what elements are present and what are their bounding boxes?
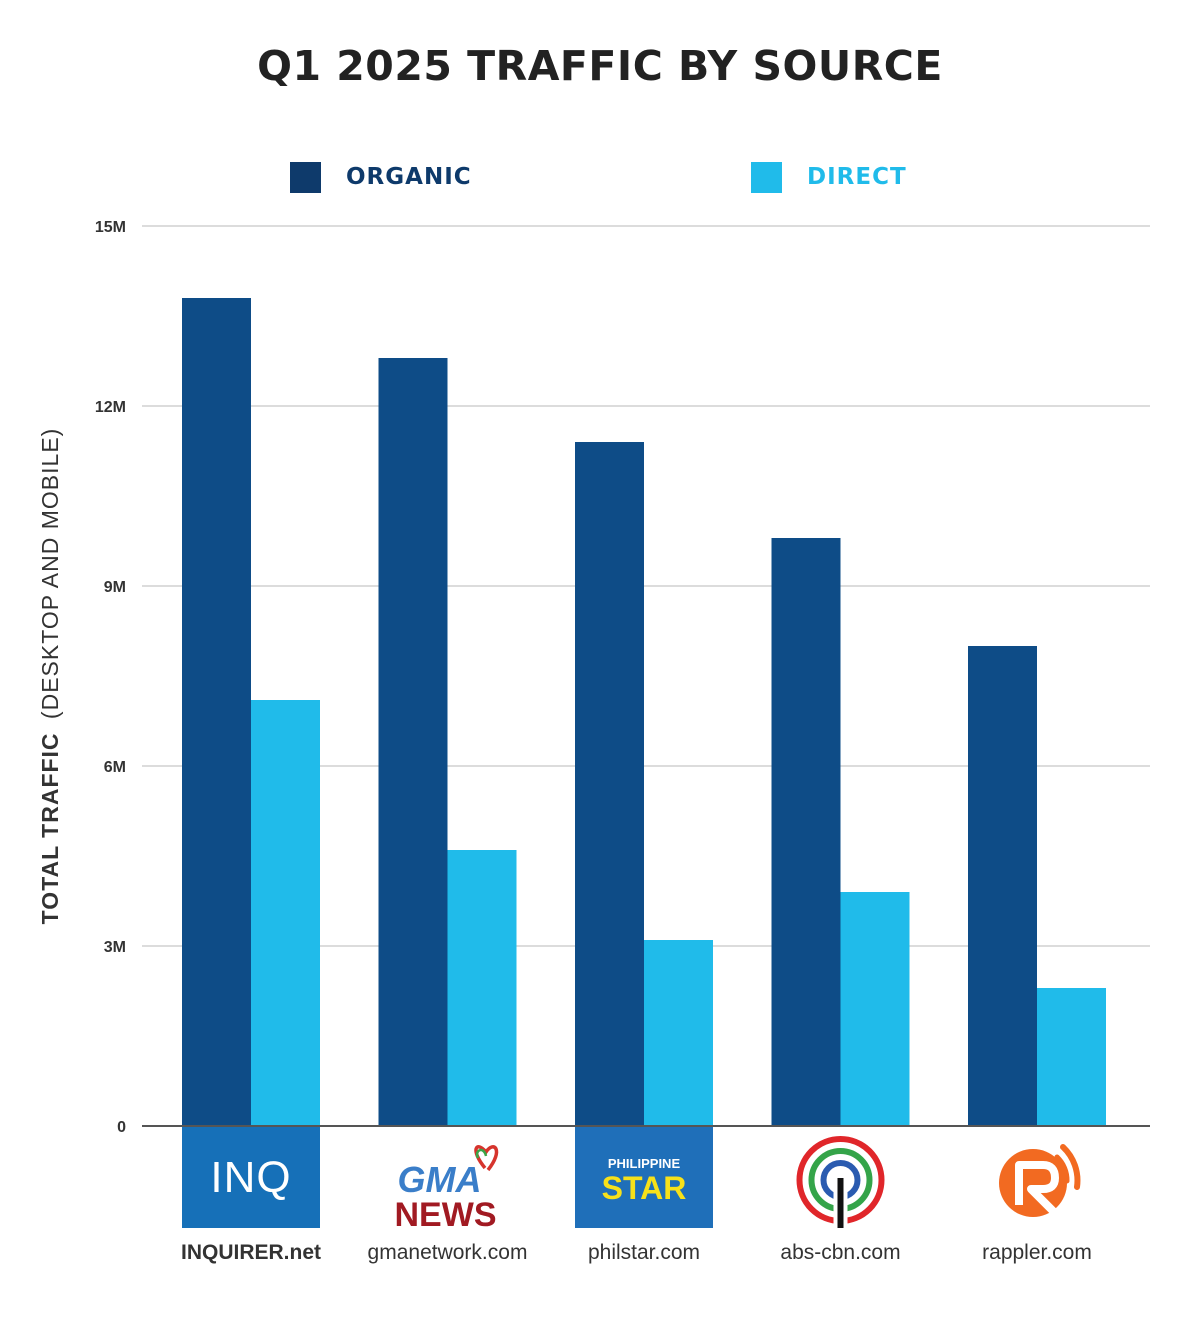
bar-direct xyxy=(840,892,910,1126)
x-tick-label: gmanetwork.com xyxy=(368,1241,528,1264)
bar-direct xyxy=(644,940,713,1126)
x-tick-label: philstar.com xyxy=(588,1241,700,1264)
abs-cbn-stem xyxy=(837,1178,844,1228)
y-tick-label: 15M xyxy=(95,219,126,236)
rappler-logo xyxy=(999,1144,1081,1218)
bar-organic xyxy=(771,538,841,1126)
philstar-logo-bg xyxy=(575,1127,713,1228)
bar-organic xyxy=(378,358,448,1126)
x-tick-label: abs-cbn.com xyxy=(780,1241,900,1264)
rappler-wave-small-icon xyxy=(1054,1154,1070,1184)
gma-logo-text: GMA xyxy=(398,1159,482,1200)
bar-organic xyxy=(182,298,251,1126)
legend-label-organic: ORGANIC xyxy=(346,164,472,190)
philstar-logo-bottom-text: STAR xyxy=(602,1170,687,1206)
y-tick-label: 12M xyxy=(95,399,126,416)
inquirer-logo-text: INQ xyxy=(210,1153,291,1202)
y-tick-label: 6M xyxy=(104,759,126,776)
bar-organic xyxy=(968,646,1037,1126)
philstar-logo-top-text: PHILIPPINE xyxy=(608,1156,681,1171)
y-axis-label-bold: TOTAL TRAFFIC xyxy=(37,732,63,924)
y-axis-label: TOTAL TRAFFIC (DESKTOP AND MOBILE) xyxy=(37,428,63,925)
legend-swatch-direct xyxy=(751,161,782,193)
bar-direct xyxy=(447,850,517,1126)
y-tick-label: 0 xyxy=(117,1119,126,1136)
legend-organic: ORGANIC xyxy=(290,161,472,193)
inquirer-logo-bg xyxy=(182,1127,320,1228)
y-tick-label: 3M xyxy=(104,939,126,956)
rappler-r-icon xyxy=(1015,1161,1060,1218)
rappler-wave-icon xyxy=(1060,1144,1081,1190)
abs-cbn-logo xyxy=(796,1136,885,1228)
bar-organic xyxy=(575,442,644,1126)
legend-swatch-organic xyxy=(290,161,321,193)
news-logo-text: NEWS xyxy=(395,1196,497,1234)
inquirer-logo: INQ xyxy=(182,1127,320,1228)
legend-direct: DIRECT xyxy=(751,161,907,193)
y-axis-label-rest: (DESKTOP AND MOBILE) xyxy=(37,428,63,719)
chart-title: Q1 2025 TRAFFIC BY SOURCE xyxy=(257,42,943,90)
x-tick-label: rappler.com xyxy=(982,1241,1092,1264)
y-tick-label: 9M xyxy=(104,579,126,596)
bar-direct xyxy=(1037,988,1106,1126)
gma-heart-green-icon xyxy=(475,1148,488,1159)
bar-direct xyxy=(251,700,320,1126)
legend-label-direct: DIRECT xyxy=(807,164,907,190)
x-tick-label: INQUIRER.net xyxy=(181,1241,321,1264)
